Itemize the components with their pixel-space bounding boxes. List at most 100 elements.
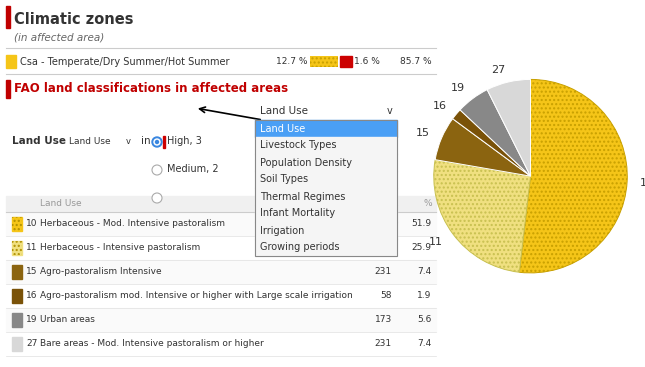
Text: 7.4: 7.4	[417, 268, 432, 276]
Text: 11: 11	[429, 237, 443, 247]
Bar	[6, 236, 436, 260]
Text: 51.9: 51.9	[412, 219, 432, 229]
Bar	[6, 6, 10, 28]
Bar	[6, 212, 436, 236]
Bar	[255, 188, 397, 205]
Text: 173: 173	[375, 316, 392, 324]
Text: 85.7 %: 85.7 %	[400, 58, 432, 66]
Bar	[12, 217, 22, 231]
Text: FAO land classifications in affected areas: FAO land classifications in affected are…	[14, 83, 288, 95]
Bar	[12, 241, 22, 255]
Text: Livestock Types: Livestock Types	[260, 141, 337, 150]
Bar	[6, 332, 436, 356]
Text: Land Use: Land Use	[260, 124, 305, 134]
Text: High, 3: High, 3	[167, 136, 202, 146]
Text: 10: 10	[26, 219, 37, 229]
Text: Land Use: Land Use	[12, 136, 66, 146]
Bar	[255, 239, 397, 256]
Bar	[12, 241, 22, 255]
Text: v: v	[386, 106, 392, 116]
Text: 16: 16	[26, 291, 37, 301]
Text: 5.6: 5.6	[417, 316, 432, 324]
Text: 27: 27	[26, 339, 37, 349]
Text: Growing periods: Growing periods	[260, 243, 339, 252]
Bar	[6, 284, 436, 308]
Bar	[255, 102, 397, 120]
Text: Herbaceous - Mod. Intensive pastoralism: Herbaceous - Mod. Intensive pastoralism	[40, 219, 225, 229]
Bar	[255, 154, 397, 171]
Text: 15: 15	[416, 128, 430, 138]
Bar	[6, 55, 16, 68]
Text: (in affected area): (in affected area)	[14, 33, 104, 43]
Text: Csa - Temperate/Dry Summer/Hot Summer: Csa - Temperate/Dry Summer/Hot Summer	[20, 57, 230, 67]
Bar	[6, 260, 436, 284]
Circle shape	[155, 141, 159, 143]
Bar	[6, 196, 436, 212]
Text: 27: 27	[491, 65, 505, 75]
Text: 809: 809	[375, 243, 392, 252]
Text: 7.4: 7.4	[417, 339, 432, 349]
Bar	[163, 136, 165, 148]
Text: 1.9: 1.9	[417, 291, 432, 301]
Text: Herbaceous - Intensive pastoralism: Herbaceous - Intensive pastoralism	[40, 243, 200, 252]
Circle shape	[152, 137, 162, 147]
Text: 231: 231	[375, 268, 392, 276]
Text: Medium, 2: Medium, 2	[167, 164, 219, 174]
Text: 25.9: 25.9	[412, 243, 432, 252]
Text: Agro-pastoralism Intensive: Agro-pastoralism Intensive	[40, 268, 162, 276]
Text: Soil Types: Soil Types	[260, 174, 308, 185]
Wedge shape	[435, 119, 530, 176]
Bar	[65, 134, 135, 150]
Text: Population Density: Population Density	[260, 157, 352, 167]
Bar	[12, 337, 22, 351]
Circle shape	[152, 193, 162, 203]
Text: Land Use: Land Use	[40, 200, 82, 208]
Wedge shape	[460, 90, 530, 176]
Wedge shape	[453, 110, 530, 176]
Bar	[255, 120, 397, 137]
Text: Irrigation: Irrigation	[260, 225, 304, 236]
Text: v: v	[126, 138, 131, 146]
Text: %: %	[423, 200, 432, 208]
Text: 19: 19	[451, 83, 465, 94]
Bar	[310, 56, 338, 67]
Bar	[255, 171, 397, 188]
Text: 10: 10	[640, 178, 645, 188]
Text: 1,618: 1,618	[366, 219, 392, 229]
Text: [km²]: [km²]	[367, 200, 392, 208]
Bar	[12, 217, 22, 231]
Text: Thermal Regimes: Thermal Regimes	[260, 192, 345, 201]
Text: 1.6 %: 1.6 %	[354, 58, 380, 66]
Bar	[255, 137, 397, 154]
Text: 11: 11	[26, 243, 37, 252]
Wedge shape	[519, 79, 627, 273]
Text: 58: 58	[381, 291, 392, 301]
Bar	[340, 56, 352, 67]
Circle shape	[152, 165, 162, 175]
Text: Urban areas: Urban areas	[40, 316, 95, 324]
Bar	[255, 205, 397, 222]
Text: 231: 231	[375, 339, 392, 349]
Wedge shape	[487, 79, 531, 176]
Text: Climatic zones: Climatic zones	[14, 12, 134, 28]
Text: 16: 16	[433, 101, 446, 111]
Bar	[310, 56, 338, 67]
Bar	[255, 120, 397, 256]
Text: Land Use: Land Use	[260, 106, 308, 116]
Text: Land Use: Land Use	[69, 138, 111, 146]
Wedge shape	[434, 160, 530, 272]
Text: Infant Mortality: Infant Mortality	[260, 208, 335, 218]
Bar	[6, 308, 436, 332]
Bar	[12, 313, 22, 327]
Text: 15: 15	[26, 268, 37, 276]
Bar	[12, 289, 22, 303]
Text: Bare areas - Mod. Intensive pastoralism or higher: Bare areas - Mod. Intensive pastoralism …	[40, 339, 264, 349]
Text: 12.7 %: 12.7 %	[275, 58, 307, 66]
Circle shape	[154, 139, 160, 145]
Bar	[6, 80, 10, 98]
Text: 19: 19	[26, 316, 37, 324]
Text: in: in	[141, 136, 151, 146]
Bar	[255, 222, 397, 239]
Text: Agro-pastoralism mod. Intensive or higher with Large scale irrigation: Agro-pastoralism mod. Intensive or highe…	[40, 291, 353, 301]
Bar	[12, 265, 22, 279]
